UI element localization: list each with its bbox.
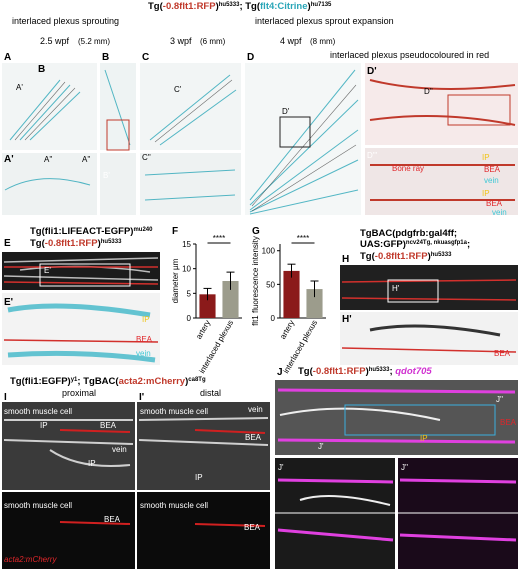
- bar: [199, 294, 216, 318]
- significance: ****: [297, 234, 309, 243]
- annotation: D': [282, 107, 290, 116]
- annotation: BEA: [136, 335, 153, 344]
- panel-title: Tg(-0.8flt1:RFP)hu5333; qdot705: [298, 366, 432, 377]
- annotation: distal: [200, 388, 221, 398]
- annotation: E: [4, 238, 11, 249]
- panel-title: Tg(fli1:LIFEACT-EGFP)mu240: [30, 226, 153, 237]
- annotation: smooth muscle cell: [140, 407, 208, 416]
- annotation: Bone ray: [392, 164, 424, 173]
- annotation: J'': [401, 463, 409, 472]
- annotation: BEA: [104, 515, 121, 524]
- annotation: proximal: [62, 388, 96, 398]
- annotation: J': [278, 463, 284, 472]
- annotation: BEA: [500, 418, 517, 427]
- annotation: H': [392, 284, 400, 293]
- annotation: IP: [40, 421, 48, 430]
- header: interlaced plexus sprouting: [12, 16, 119, 26]
- annotation: D''': [367, 151, 378, 160]
- annotation: A'': [44, 155, 53, 164]
- annotation: BEA: [100, 421, 117, 430]
- annotation: H': [342, 314, 352, 325]
- annotation: BEA: [245, 433, 262, 442]
- annotation: D: [247, 52, 254, 63]
- annotation: vein: [136, 349, 151, 358]
- panel-title: Tg(-0.8flt1:RFP)hu5333: [360, 251, 452, 262]
- annotation: smooth muscle cell: [140, 501, 208, 510]
- annotation: smooth muscle cell: [4, 501, 72, 510]
- annotations: A A' B B B' A' A'' A'' C C' C'' D D' D' D'' D''' Bone ra…: [4, 52, 517, 564]
- annotation: vein: [492, 208, 507, 217]
- y-tick-label: 15: [182, 240, 191, 249]
- stage: (5.2 mm): [78, 37, 110, 46]
- annotation: C': [174, 85, 182, 94]
- significance: ****: [213, 234, 225, 243]
- image-panels: [2, 63, 518, 569]
- annotation: A': [4, 154, 14, 165]
- chart-label: G: [252, 226, 260, 237]
- annotation: vein: [112, 445, 127, 454]
- annotation: IP: [482, 189, 490, 198]
- chart-label: F: [172, 226, 178, 237]
- annotation: J'': [496, 395, 504, 404]
- annotation: B: [38, 64, 45, 75]
- y-axis-label: diameter µm: [171, 258, 180, 303]
- annotation: A': [16, 83, 23, 92]
- x-tick-label: artery: [194, 319, 212, 341]
- annotation: BEA: [484, 165, 501, 174]
- y-tick-label: 5: [187, 289, 192, 298]
- header: interlaced plexus sprout expansion: [255, 16, 394, 26]
- y-tick-label: 50: [266, 280, 275, 289]
- annotation: BEA: [244, 523, 261, 532]
- stage: 4 wpf: [280, 36, 302, 46]
- y-tick-label: 10: [182, 265, 191, 274]
- annotation: smooth muscle cell: [4, 407, 72, 416]
- annotation: IP: [142, 315, 150, 324]
- stage: (6 mm): [200, 37, 226, 46]
- y-axis-label: flt1 fluorescence intensity: [251, 236, 260, 326]
- annotation: I: [4, 392, 7, 403]
- annotation: acta2:mCherry: [4, 555, 57, 564]
- annotation: I': [139, 392, 144, 403]
- annotation: B: [102, 52, 109, 63]
- annotation: C'': [142, 153, 151, 162]
- panel-title: Tg(-0.8flt1:RFP)hu5333: [30, 238, 122, 249]
- annotation: A: [4, 52, 11, 63]
- header: interlaced plexus pseudocoloured in red: [330, 50, 489, 60]
- annotation: C: [142, 52, 149, 63]
- stage: 2.5 wpf: [40, 36, 70, 46]
- annotation: IP: [195, 473, 203, 482]
- annotation: J': [318, 442, 324, 451]
- panel-title: TgBAC(pdgfrb:gal4ff;: [360, 228, 457, 239]
- annotation: IP: [88, 459, 96, 468]
- bar: [283, 270, 300, 318]
- annotation: E': [44, 266, 51, 275]
- y-tick-label: 100: [262, 247, 276, 256]
- annotation: BEA: [486, 199, 503, 208]
- annotation: IP: [482, 153, 490, 162]
- y-tick-label: 0: [187, 314, 192, 323]
- figure-title: Tg(-0.8flt1:RFP)hu5333; Tg(flt4:Citrine)…: [148, 1, 332, 12]
- annotation: A'': [82, 155, 91, 164]
- annotation: E': [4, 297, 13, 308]
- annotation: J: [277, 367, 283, 378]
- annotation: vein: [484, 176, 499, 185]
- annotation: IP: [420, 434, 428, 443]
- y-tick-label: 0: [271, 314, 276, 323]
- annotation: H: [342, 254, 349, 265]
- stage: (8 mm): [310, 37, 336, 46]
- annotation: B': [103, 171, 110, 180]
- bar: [222, 281, 239, 318]
- annotation: D'': [424, 87, 433, 96]
- panel-title: Tg(fli1:EGFP)y1; TgBAC(acta2:mCherry)ca8…: [10, 376, 206, 387]
- stage: 3 wpf: [170, 36, 192, 46]
- annotation: D': [367, 66, 377, 77]
- panel-title: UAS:GFP)ncv24Tg, nkuasgfp1a;: [360, 239, 470, 250]
- annotation: BEA: [494, 349, 511, 358]
- bar: [306, 289, 323, 318]
- annotation: vein: [248, 405, 263, 414]
- x-tick-label: artery: [278, 319, 296, 341]
